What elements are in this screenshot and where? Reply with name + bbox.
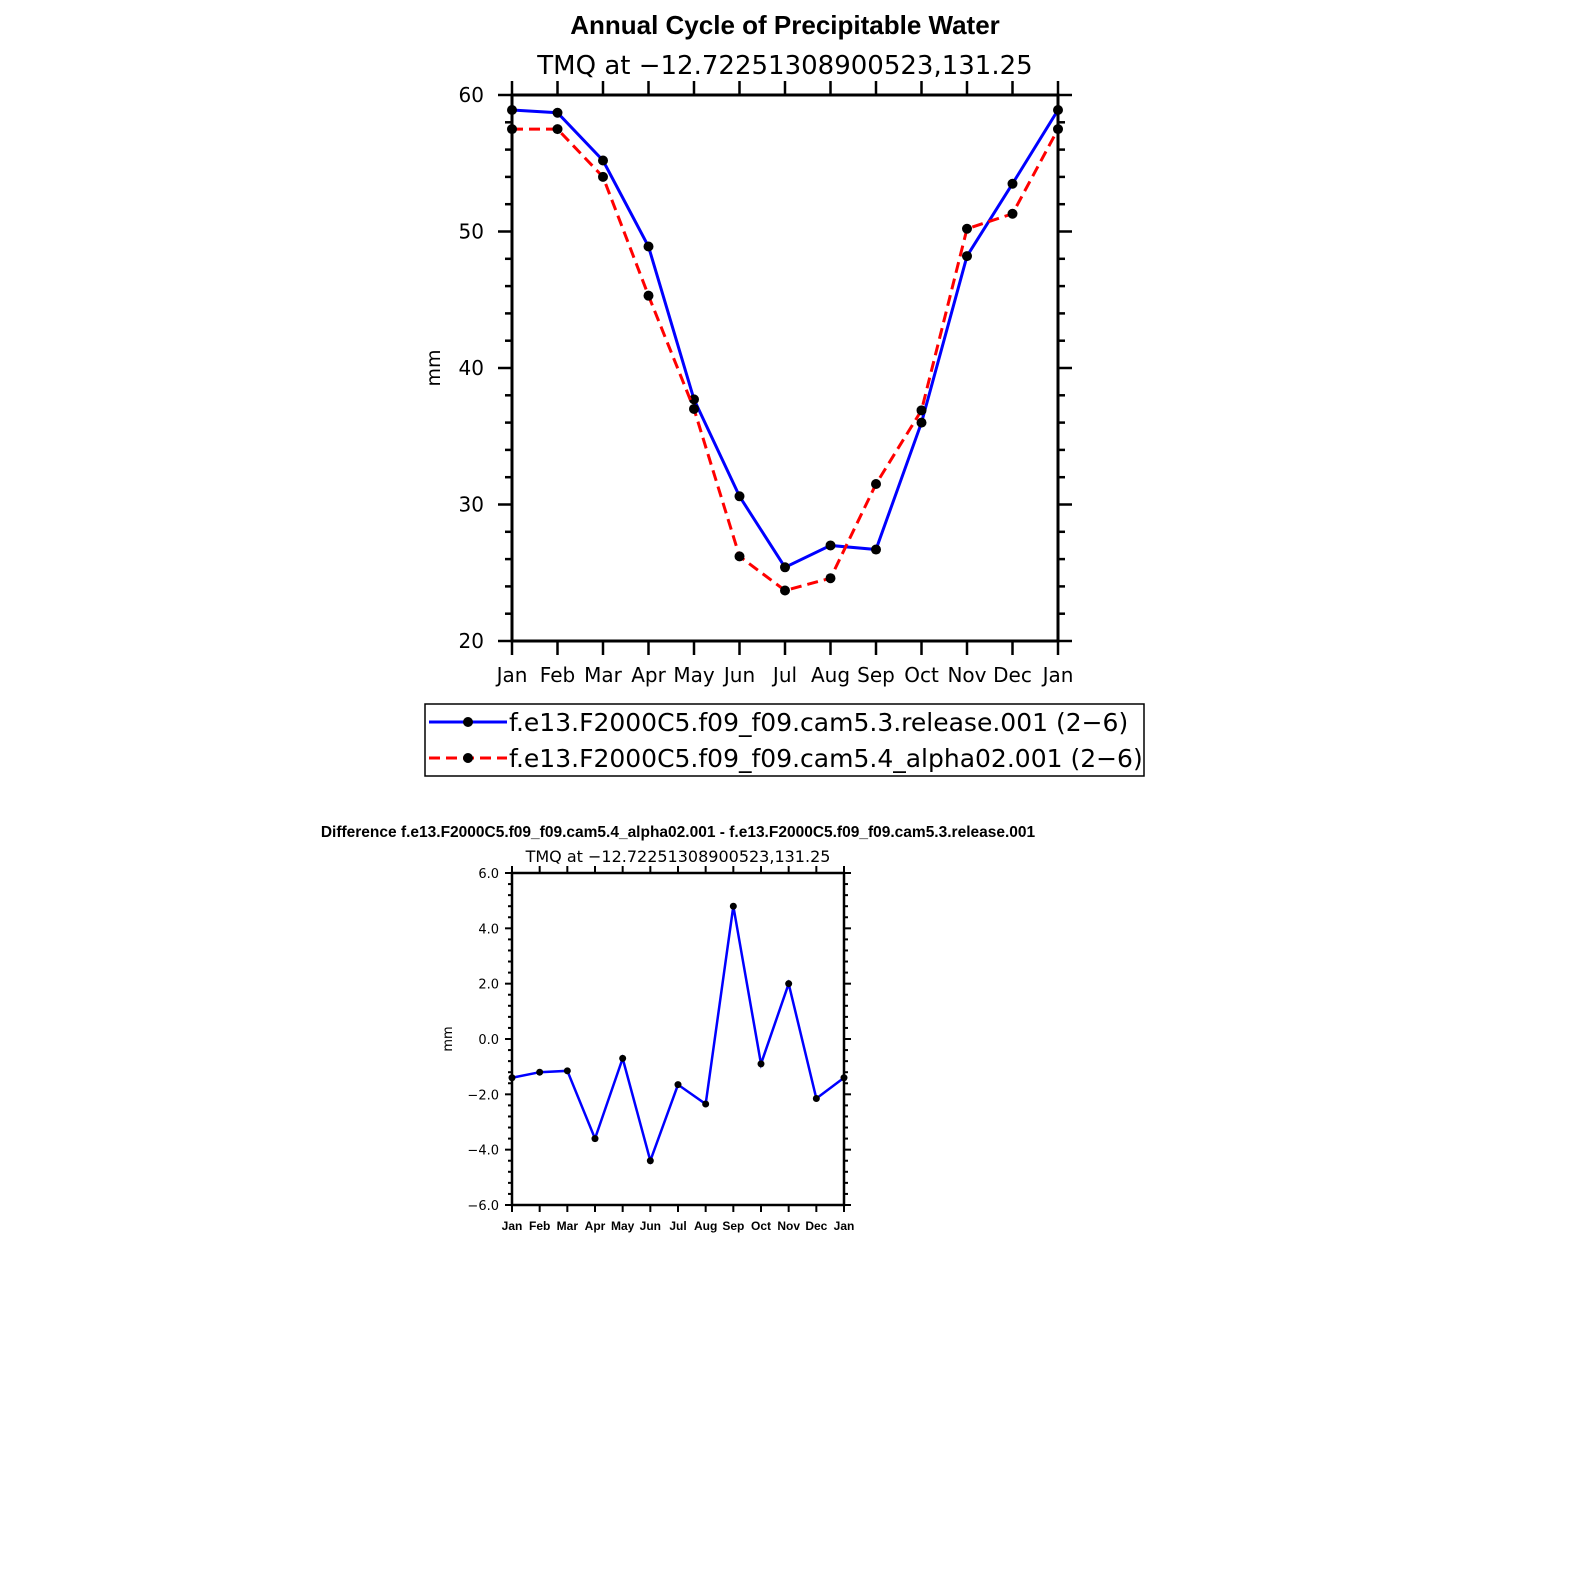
data-point-series-1 [646,1157,654,1165]
chart-subtitle: TMQ at −12.72251308900523,131.25 [525,847,831,866]
x-tick-label: Sep [722,1219,744,1233]
y-axis-label: mm [441,1026,456,1051]
x-tick-label: Jul [669,1219,686,1233]
x-tick-label: Aug [811,663,850,687]
data-point-series-1 [507,105,517,116]
x-tick-label: Feb [540,663,575,687]
data-point-series-2 [689,403,699,414]
x-tick-label: Jan [495,663,528,687]
data-point-series-1 [619,1054,627,1062]
x-tick-label: Jan [502,1219,523,1233]
x-tick-label: Jan [1041,663,1074,687]
data-point-series-1 [962,251,972,262]
data-point-series-2 [1053,124,1063,135]
data-point-series-1 [785,980,793,988]
data-point-series-1 [916,417,927,428]
y-tick-label: 4.0 [478,922,499,937]
x-tick-label: Nov [777,1219,800,1233]
data-point-series-2 [598,171,608,182]
x-tick-label: Mar [557,1219,579,1233]
y-tick-label: 30 [459,493,484,517]
series-line-2 [512,127,1060,593]
legend-entry: f.e13.F2000C5.f09_f09.cam5.3.release.001… [509,708,1128,737]
x-tick-label: Oct [904,663,939,687]
data-point-series-2 [552,124,563,135]
data-point-series-2 [916,405,927,416]
difference-chart: Difference f.e13.F2000C5.f09_f09.cam5.4_… [321,824,1036,1233]
y-tick-label: 40 [459,356,484,380]
plot-frame [510,93,1060,643]
x-tick-label: Mar [584,663,623,687]
x-tick-label: May [611,1219,635,1233]
data-point-series-1 [734,491,745,502]
x-tick-label: Apr [631,663,666,687]
y-tick-label: 50 [459,220,484,244]
x-tick-label: Aug [694,1219,717,1233]
data-point-series-1 [563,1067,571,1075]
data-point-series-1 [1007,178,1018,189]
x-tick-label: Sep [857,663,895,687]
data-point-series-1 [552,107,563,118]
data-point-series-1 [780,562,790,573]
legend-box [424,703,1145,777]
x-tick-label: Dec [805,1219,827,1233]
chart-title: Difference f.e13.F2000C5.f09_f09.cam5.4_… [321,824,1036,841]
data-point-series-1 [729,902,737,910]
y-tick-label: 60 [459,83,484,107]
series-line-1 [511,905,845,1165]
data-point-series-1 [598,155,608,166]
y-tick-label: 20 [459,629,484,653]
x-tick-label: Apr [585,1219,606,1233]
series-line-1 [511,108,1060,570]
data-point-series-1 [812,1094,820,1102]
legend-entry: f.e13.F2000C5.f09_f09.cam5.4_alpha02.001… [509,744,1143,773]
y-tick-label: −4.0 [467,1144,499,1159]
data-point-series-2 [643,290,654,301]
data-point-series-2 [962,223,972,234]
x-tick-label: May [673,663,715,687]
data-point-series-1 [536,1068,544,1076]
data-point-series-1 [591,1135,599,1143]
legend-marker-1 [463,717,473,727]
data-point-series-2 [825,573,836,584]
data-point-series-1 [508,1074,516,1082]
x-tick-label: Dec [993,663,1032,687]
data-point-series-1 [757,1060,765,1068]
y-tick-label: −2.0 [467,1088,499,1103]
x-tick-label: Oct [751,1219,771,1233]
data-point-series-1 [871,544,881,555]
annual-cycle-chart: Annual Cycle of Precipitable Water TMQ at… [423,10,1145,777]
data-point-series-1 [643,241,654,252]
x-tick-label: Nov [947,663,986,687]
data-point-series-1 [840,1074,848,1082]
data-point-series-2 [507,124,517,135]
chart-subtitle: TMQ at −12.72251308900523,131.25 [536,51,1032,81]
plot-frame [510,871,846,1207]
data-point-series-1 [702,1100,710,1108]
data-point-series-1 [1053,105,1063,116]
data-point-series-1 [825,540,836,551]
y-tick-label: −6.0 [467,1199,499,1214]
data-point-series-2 [734,551,745,562]
data-point-series-2 [1007,208,1018,219]
y-tick-label: 0.0 [478,1033,499,1048]
data-point-series-1 [689,394,699,405]
y-tick-label: 6.0 [478,867,499,882]
data-point-series-2 [871,479,881,490]
x-tick-label: Jan [834,1219,855,1233]
data-point-series-2 [780,585,790,596]
y-tick-label: 2.0 [478,978,499,993]
x-tick-label: Jun [722,663,755,687]
legend-marker-2 [463,753,473,763]
x-tick-label: Jun [640,1219,661,1233]
chart-title: Annual Cycle of Precipitable Water [570,10,1000,40]
y-axis-label: mm [423,349,445,386]
x-tick-label: Feb [529,1219,550,1233]
x-tick-label: Jul [771,663,797,687]
data-point-series-1 [674,1081,682,1089]
